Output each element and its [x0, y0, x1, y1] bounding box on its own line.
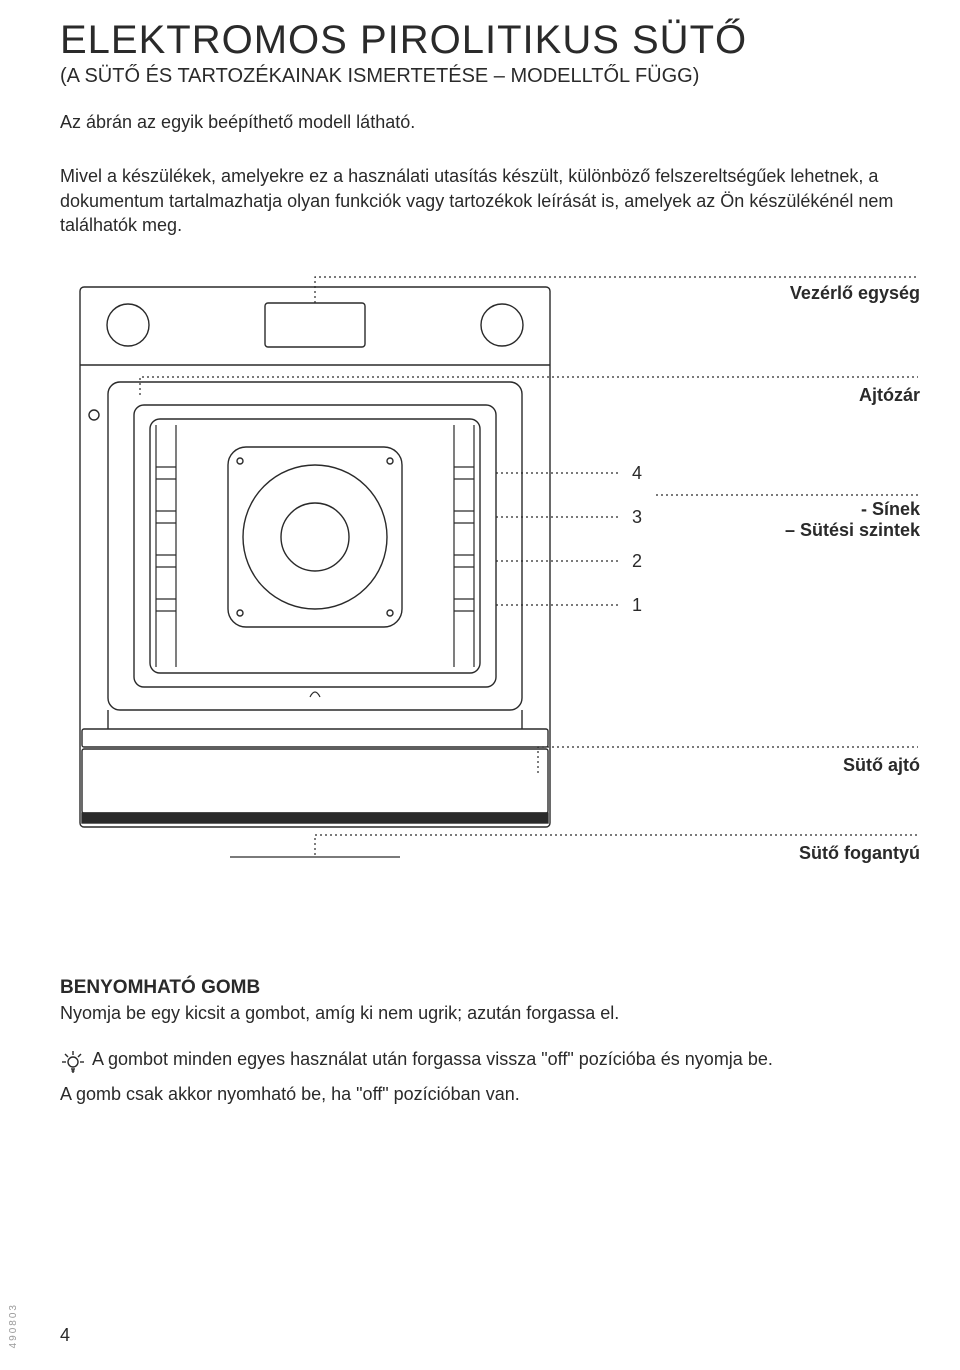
lightbulb-icon — [60, 1049, 86, 1080]
label-rails: - Sínek — [785, 499, 920, 520]
level-1: 1 — [632, 595, 642, 616]
oven-diagram: 4 3 2 1 Vezérlő egység Ajtózár - Sínek –… — [60, 267, 920, 947]
label-door-lock: Ajtózár — [859, 385, 920, 406]
page-number: 4 — [60, 1325, 70, 1346]
section-heading: BENYOMHATÓ GOMB — [60, 977, 910, 999]
tip-line-1: A gombot minden egyes használat után for… — [92, 1049, 773, 1069]
level-4: 4 — [632, 463, 642, 484]
doc-code: 490803 — [8, 1303, 19, 1348]
page-subtitle: (A SÜTŐ ÉS TARTOZÉKAINAK ISMERTETÉSE – M… — [60, 65, 910, 88]
intro-line-1: Az ábrán az egyik beépíthető modell láth… — [60, 110, 910, 134]
label-oven-handle: Sütő fogantyú — [799, 843, 920, 864]
section-body: Nyomja be egy kicsit a gombot, amíg ki n… — [60, 1001, 910, 1025]
intro-line-2: Mivel a készülékek, amelyekre ez a haszn… — [60, 164, 910, 237]
label-oven-door: Sütő ajtó — [843, 755, 920, 776]
level-2: 2 — [632, 551, 642, 572]
page-title: ELEKTROMOS PIROLITIKUS SÜTŐ — [60, 18, 910, 63]
level-3: 3 — [632, 507, 642, 528]
label-control-unit: Vezérlő egység — [790, 283, 920, 304]
label-levels: – Sütési szintek — [785, 520, 920, 541]
tip-line-2: A gomb csak akkor nyomható be, ha "off" … — [60, 1082, 910, 1106]
